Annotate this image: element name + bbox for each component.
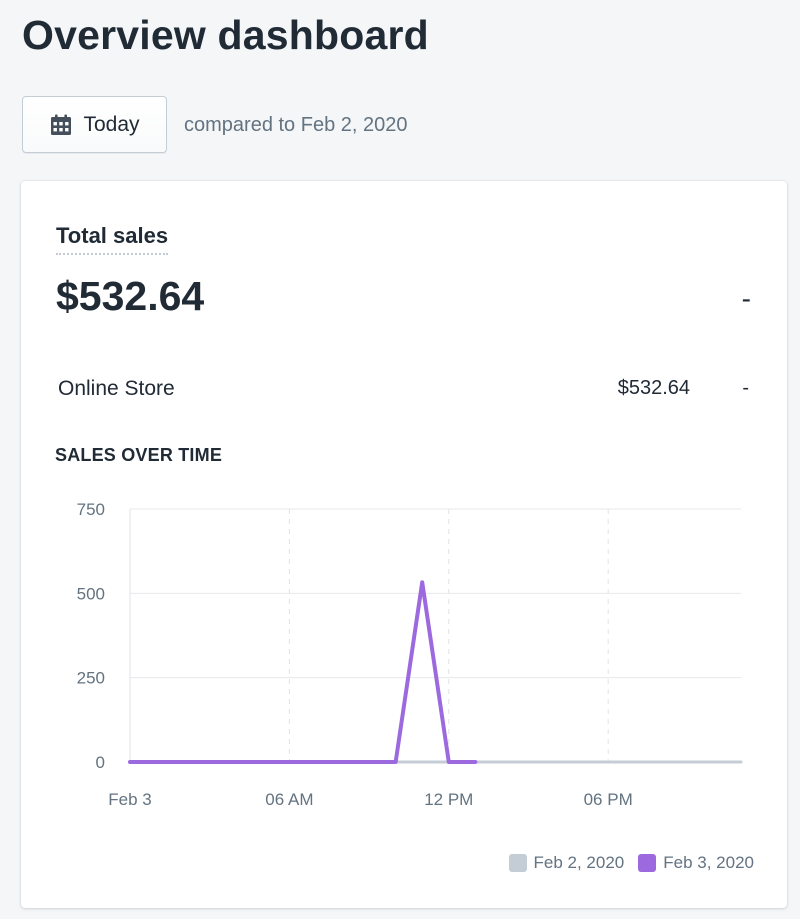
- chart-legend: Feb 2, 2020 Feb 3, 2020: [508, 853, 754, 873]
- legend-item-feb-3[interactable]: Feb 3, 2020: [638, 853, 754, 873]
- y-tick-label: 0: [96, 753, 105, 772]
- date-range-label: Today: [83, 112, 140, 136]
- y-tick-label: 250: [77, 669, 105, 688]
- total-sales-change: -: [741, 283, 751, 314]
- legend-swatch-feb-2: [508, 854, 527, 872]
- x-tick-label: 12 PM: [424, 790, 473, 809]
- channel-name: Online Store: [58, 377, 175, 400]
- calendar-icon: [49, 113, 73, 137]
- total-sales-card: Total sales $532.64 - Online Store $532.…: [21, 181, 787, 908]
- sales-over-time-heading: SALES OVER TIME: [55, 445, 223, 465]
- legend-item-feb-2[interactable]: Feb 2, 2020: [508, 853, 625, 873]
- page-title: Overview dashboard: [22, 12, 429, 58]
- legend-swatch-feb-3: [638, 854, 657, 872]
- x-tick-label: 06 AM: [265, 790, 313, 809]
- channel-value: $532.64: [617, 377, 690, 399]
- legend-label-feb-3: Feb 3, 2020: [663, 853, 754, 872]
- total-sales-title[interactable]: Total sales: [56, 223, 169, 255]
- channel-change: -: [742, 377, 749, 399]
- series-line-feb-3: [128, 580, 478, 764]
- legend-label-feb-2: Feb 2, 2020: [533, 853, 625, 872]
- y-tick-label: 750: [77, 500, 105, 519]
- sales-over-time-chart: 0 250 500 750 Feb 3 06 AM 12 PM 06 PM: [77, 500, 743, 809]
- x-tick-label: Feb 3: [108, 790, 151, 809]
- date-range-button[interactable]: Today: [22, 96, 167, 153]
- y-tick-label: 500: [77, 584, 105, 603]
- comparison-text: compared to Feb 2, 2020: [184, 114, 408, 136]
- total-sales-value: $532.64: [56, 273, 205, 319]
- x-tick-label: 06 PM: [584, 790, 633, 809]
